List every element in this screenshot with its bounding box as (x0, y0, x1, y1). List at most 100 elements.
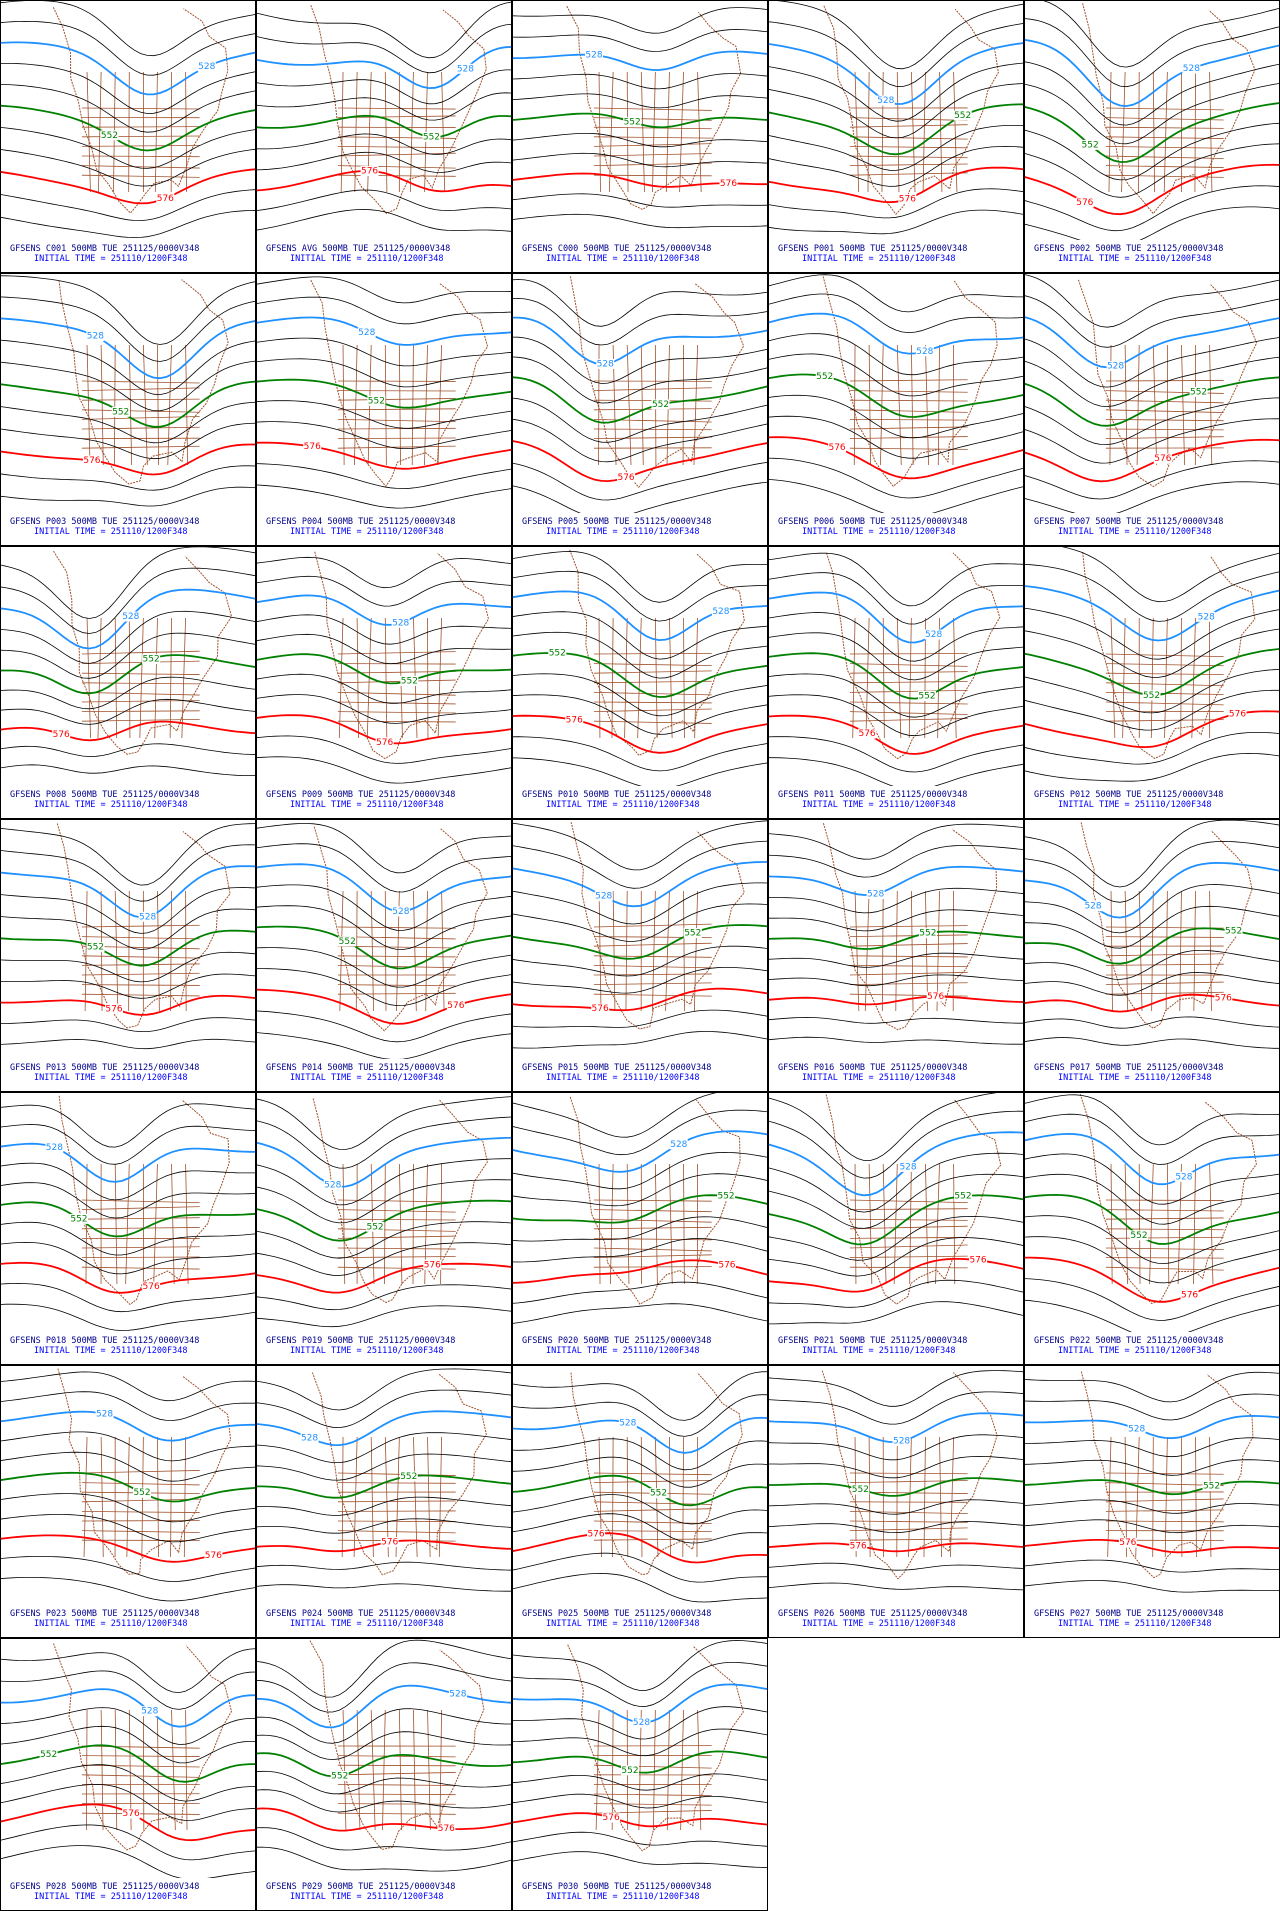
contour-label: 576 (1215, 993, 1232, 1003)
border (882, 617, 885, 739)
border (353, 1436, 358, 1558)
contour-label: 576 (927, 992, 944, 1002)
border (370, 1709, 376, 1831)
label-bg (446, 1000, 465, 1011)
coastline (826, 552, 1001, 760)
border (593, 387, 712, 391)
panel-border (0, 1092, 256, 1365)
panel-title: GFSENS P020 500MB TUE 251125/0000V348 (522, 1336, 711, 1346)
contour (256, 947, 512, 988)
panel-border (0, 819, 256, 1092)
border (868, 344, 871, 466)
contour (1024, 397, 1280, 446)
contour (256, 673, 512, 704)
contour (1024, 418, 1280, 464)
panel-border (768, 1365, 1024, 1638)
contour (1024, 1132, 1280, 1186)
contour (512, 73, 768, 90)
border (337, 992, 456, 995)
border (939, 71, 943, 193)
contour (0, 148, 256, 187)
border (1152, 71, 1155, 193)
border (637, 617, 642, 739)
border (881, 890, 884, 1012)
contour (256, 1432, 512, 1463)
border (849, 689, 968, 693)
contour (768, 673, 1024, 718)
coastline (310, 279, 489, 488)
contour (512, 336, 768, 384)
contour-label: 576 (828, 443, 845, 453)
contour (768, 62, 1024, 122)
border (337, 1803, 456, 1805)
border (1177, 1163, 1182, 1285)
border (1105, 936, 1224, 938)
panel-title: GFSENS P013 500MB TUE 251125/0000V348 (10, 1063, 199, 1073)
label-bg (142, 654, 161, 665)
contour-label: 528 (392, 907, 409, 917)
border (81, 650, 200, 655)
border (1138, 890, 1143, 1012)
border (81, 1266, 200, 1270)
contour (768, 21, 1024, 88)
border (370, 1436, 374, 1558)
contour (512, 861, 768, 908)
contour (768, 436, 1024, 480)
border (593, 982, 712, 985)
contour-label: 576 (566, 715, 583, 725)
border (683, 890, 685, 1012)
border (935, 1163, 940, 1285)
contour (512, 29, 768, 52)
panel-subtitle: INITIAL TIME = 251110/1200F348 (34, 1892, 188, 1902)
contour (256, 1827, 512, 1851)
contour-label: 552 (816, 372, 833, 382)
border (356, 617, 359, 739)
contour (256, 1032, 512, 1059)
label-bg (448, 1689, 467, 1700)
border (337, 107, 456, 110)
contour (0, 1648, 256, 1694)
border (849, 681, 968, 684)
contour (1024, 1153, 1280, 1205)
label-bg (1084, 901, 1103, 912)
border (868, 1163, 873, 1285)
contour (1024, 376, 1280, 427)
panel-title: GFSENS P016 500MB TUE 251125/0000V348 (778, 1063, 967, 1073)
border (337, 711, 456, 714)
panel-border (0, 0, 256, 273)
border (849, 136, 968, 140)
contour (0, 127, 256, 169)
border (849, 701, 968, 705)
contour (512, 987, 768, 1012)
contour-label: 576 (617, 473, 634, 483)
coastline (1082, 3, 1256, 215)
border (849, 971, 968, 976)
label-bg (1228, 708, 1247, 719)
contour (1039, 0, 1280, 68)
label-bg (360, 165, 379, 176)
contour (0, 1103, 256, 1148)
contour (0, 865, 256, 919)
border (337, 679, 456, 684)
border (867, 71, 870, 193)
panel-border (768, 273, 1024, 546)
border (413, 890, 417, 1012)
border (170, 890, 172, 1012)
contour (768, 333, 1024, 376)
label-bg (121, 611, 140, 622)
contour (1024, 861, 1280, 919)
label-bg (858, 728, 877, 739)
contour (768, 457, 1024, 499)
border (81, 719, 200, 722)
map-area: 528 552 576 (256, 1, 512, 232)
coastline (52, 7, 229, 214)
border (81, 924, 200, 928)
contour (256, 594, 512, 626)
contour-label: 552 (368, 396, 385, 406)
border (83, 1436, 88, 1558)
border (1105, 653, 1224, 658)
border (157, 1436, 159, 1558)
contour (256, 23, 512, 74)
coastline (567, 1644, 744, 1852)
border (100, 344, 104, 466)
